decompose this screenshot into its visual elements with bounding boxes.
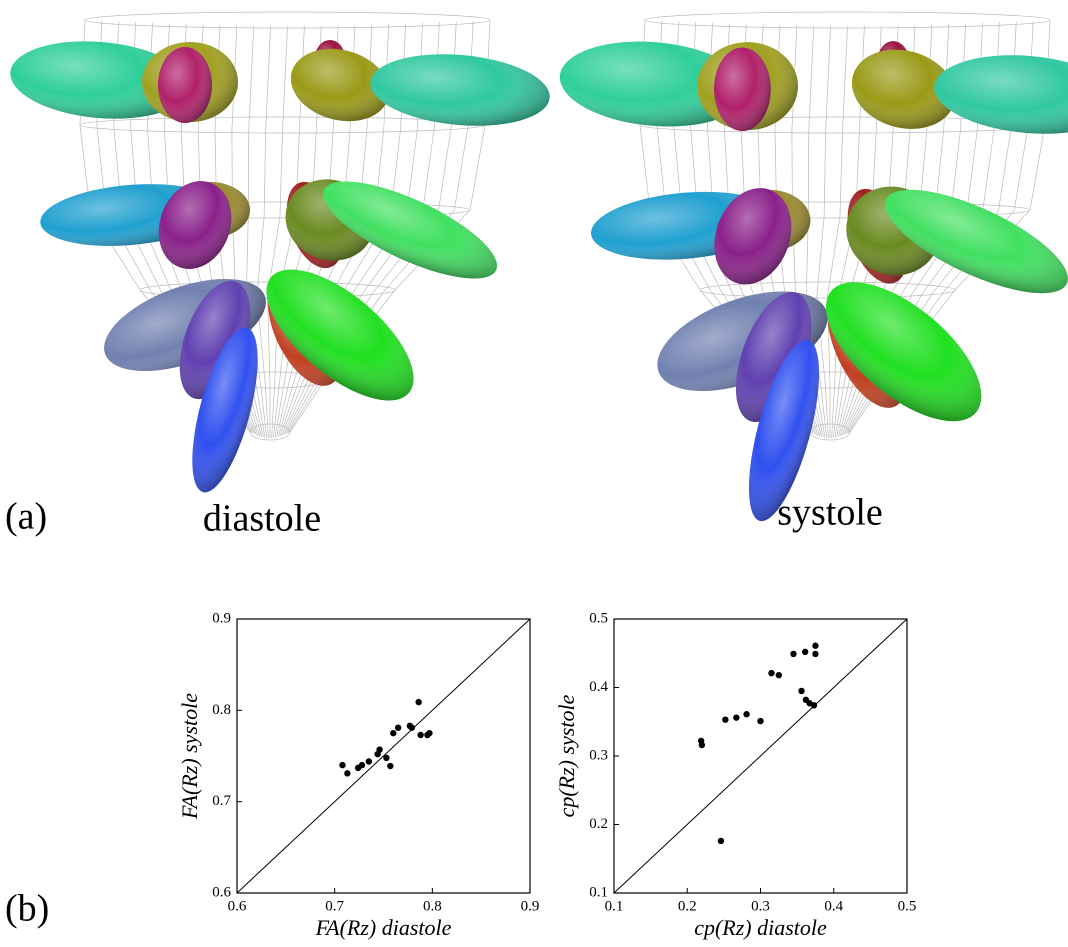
y-axis-label: FA(Rz) systole — [177, 693, 202, 820]
wire-ring — [644, 11, 1051, 29]
wire-line — [231, 25, 266, 438]
x-tick-label: 0.7 — [325, 898, 344, 914]
data-point — [426, 729, 433, 737]
data-point — [358, 761, 366, 769]
glyph-shading — [559, 41, 749, 127]
identity-line — [613, 618, 908, 894]
identity-line — [236, 618, 531, 894]
data-point — [812, 650, 819, 658]
y-tick-label: 0.1 — [589, 884, 608, 900]
data-point — [383, 754, 390, 762]
wire-line — [827, 25, 848, 438]
data-point — [801, 648, 809, 656]
data-point — [798, 687, 805, 695]
glyph-shading — [851, 49, 956, 129]
x-tick-label: 0.2 — [678, 898, 697, 914]
glyph-shading — [825, 282, 982, 422]
y-tick-label: 0.9 — [212, 610, 231, 626]
wire-line — [831, 25, 865, 438]
data-point — [722, 716, 729, 723]
glyph-shading — [748, 339, 820, 522]
data-point — [790, 650, 797, 658]
view-caption: systole — [777, 492, 883, 534]
glyph-shading — [934, 55, 1068, 134]
x-tick-label: 0.3 — [751, 898, 770, 914]
glyph-shading — [884, 189, 1068, 294]
y-tick-label: 0.3 — [589, 747, 608, 763]
y-tick-label: 0.7 — [212, 793, 231, 809]
glyph-shading — [322, 181, 498, 279]
x-tick-label: 0.6 — [228, 898, 247, 914]
wire-line — [267, 25, 288, 438]
x-axis-label: cp(Rz) diastole — [694, 915, 827, 940]
y-tick-label: 0.4 — [589, 679, 608, 695]
plot-frame — [236, 618, 531, 894]
data-point — [339, 761, 346, 769]
rendering — [10, 11, 550, 493]
y-axis-label: cp(Rz) systole — [554, 694, 579, 817]
y-tick-label: 0.2 — [589, 816, 608, 832]
y-tick-label: 0.8 — [212, 702, 231, 718]
data-point — [408, 724, 416, 731]
wire-line — [256, 25, 271, 438]
glyph-shading — [10, 41, 190, 119]
y-tick-label: 0.5 — [589, 610, 608, 626]
glyph-shading — [714, 47, 771, 132]
x-tick-label: 0.8 — [423, 898, 442, 914]
x-tick-label: 0.4 — [824, 898, 843, 914]
data-point — [417, 731, 424, 739]
data-point — [387, 762, 394, 770]
wire-line — [245, 25, 268, 438]
data-point — [415, 698, 422, 706]
x-tick-label: 0.9 — [521, 898, 540, 914]
glyph-shading — [192, 327, 258, 493]
data-point — [757, 717, 764, 725]
y-tick-label: 0.6 — [212, 884, 231, 900]
wire-line — [816, 25, 831, 438]
heart-renderings — [10, 11, 1068, 522]
glyph-shading — [158, 47, 212, 123]
glyph-shading — [290, 48, 390, 122]
rendering — [559, 11, 1068, 522]
data-point — [743, 711, 750, 718]
x-tick-label: 0.1 — [605, 898, 624, 914]
view-caption: diastole — [203, 498, 321, 540]
glyph-shading — [266, 269, 414, 401]
data-point — [698, 741, 706, 749]
data-point — [394, 724, 402, 731]
x-tick-label: 0.5 — [898, 898, 917, 914]
data-point — [733, 714, 740, 721]
data-point — [812, 642, 819, 649]
data-point — [810, 702, 818, 709]
wire-line — [271, 25, 305, 438]
panel-label: (a) — [5, 496, 47, 538]
data-point — [775, 671, 783, 679]
wire-line — [805, 25, 828, 438]
data-point — [376, 746, 383, 753]
data-point — [365, 758, 373, 765]
wire-ring — [84, 11, 491, 29]
glyph-shading — [370, 54, 550, 126]
data-point — [344, 770, 351, 777]
data-point — [390, 729, 397, 737]
glyph-shading — [158, 181, 232, 269]
glyph-shading — [714, 188, 792, 285]
x-axis-label: FA(Rz) diastole — [315, 915, 452, 940]
panel-label: (b) — [5, 888, 49, 930]
data-point — [768, 669, 775, 677]
data-point — [717, 837, 725, 845]
